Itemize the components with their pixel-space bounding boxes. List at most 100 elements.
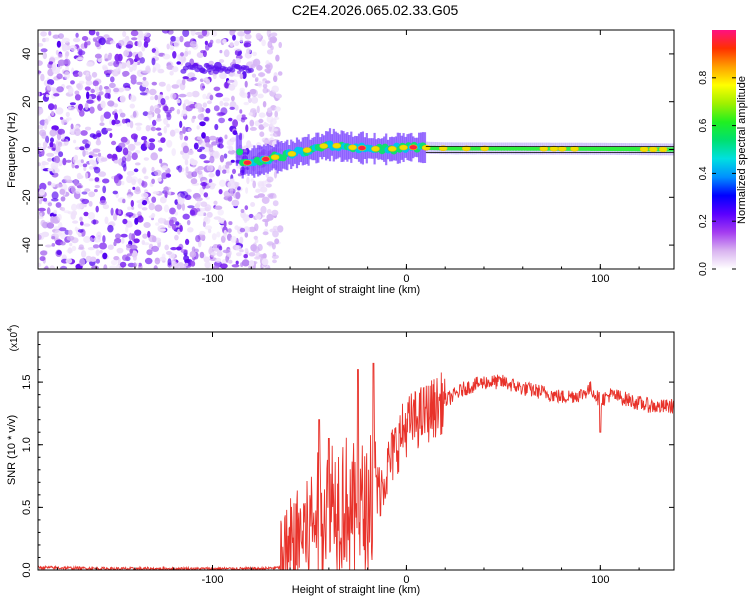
heatmap-noise-cell	[259, 131, 265, 137]
heatmap-noise-cell	[250, 202, 256, 207]
colorbar-tick-label: 0.6	[698, 118, 709, 132]
heatmap-noise-cell	[71, 245, 77, 251]
heatmap-noise-cell	[137, 211, 142, 216]
heatmap-noise-cell	[126, 253, 132, 257]
heatmap-noise-cell	[141, 167, 147, 174]
heatmap-noise-cell	[226, 169, 230, 174]
heatmap-noise-cell	[202, 93, 207, 100]
heatmap-noise-cell	[128, 232, 133, 241]
heatmap-noise-cell	[219, 263, 228, 269]
heatmap-noise-cell	[211, 141, 218, 146]
heatmap-noise-cell	[199, 186, 204, 195]
heatmap-noise-cell	[229, 106, 235, 110]
heatmap-noise-cell	[218, 59, 225, 63]
heatmap-noise-cell	[223, 153, 228, 159]
heatmap-noise-cell	[62, 157, 67, 166]
heatmap-noise-cell	[75, 32, 79, 38]
heatmap-noise-cell	[130, 133, 138, 140]
snr-xtick-label: -100	[201, 574, 223, 586]
heatmap-noise-cell	[268, 194, 275, 200]
heatmap-noise-cell	[72, 37, 81, 43]
heatmap-noise-cell	[99, 250, 103, 254]
snr-ytick-label: 0.0	[21, 562, 33, 577]
heatmap-noise-cell	[53, 226, 61, 230]
heatmap-noise-cell	[114, 53, 120, 62]
heatmap-noise-cell	[96, 31, 100, 37]
heatmap-noise-cell	[56, 40, 62, 48]
heatmap-noise-cell	[272, 131, 280, 138]
heatmap-noise-cell	[135, 150, 141, 154]
heatmap-noise-cell	[152, 69, 156, 73]
heatmap-noise-cell	[150, 126, 156, 132]
heatmap-noise-cell	[266, 213, 274, 221]
heatmap-noise-cell	[258, 118, 264, 124]
heatmap-noise-cell	[147, 230, 151, 238]
heatmap-noise-cell	[201, 132, 206, 139]
heatmap-noise-cell	[115, 66, 121, 72]
heatmap-noise-cell	[272, 252, 277, 257]
heatmap-noise-cell	[102, 66, 108, 71]
heatmap-peak-cell	[302, 147, 312, 153]
heatmap-noise-cell	[217, 138, 222, 143]
heatmap-noise-cell	[74, 226, 78, 232]
heatmap-noise-cell	[157, 68, 165, 74]
heatmap-noise-cell	[262, 139, 271, 143]
heatmap-noise-cell	[113, 159, 120, 164]
heatmap-noise-cell	[176, 61, 181, 65]
heatmap-noise-cell	[59, 188, 66, 195]
heatmap-noise-cell	[118, 142, 126, 148]
heatmap-noise-cell	[92, 80, 99, 87]
heatmap-noise-cell	[257, 182, 265, 189]
heatmap-noise-cell	[107, 244, 114, 250]
heatmap-noise-cell	[202, 77, 209, 81]
heatmap-noise-cell	[112, 190, 119, 195]
heatmap-peak-cell	[399, 144, 408, 151]
heatmap-noise-cell	[56, 73, 63, 80]
heatmap-noise-cell	[242, 214, 250, 222]
heatmap-noise-cell	[268, 33, 272, 42]
heatmap-noise-cell	[105, 73, 111, 78]
heatmap-noise-cell	[87, 247, 95, 251]
heatmap-noise-cell	[126, 122, 131, 127]
heatmap-noise-cell	[154, 169, 162, 177]
heatmap-noise-cell	[143, 242, 150, 246]
heatmap-noise-cell	[186, 91, 193, 98]
heatmap-noise-cell	[132, 186, 136, 190]
heatmap-noise-cell	[134, 58, 138, 62]
heatmap-noise-cell	[58, 227, 67, 232]
heatmap-peak-cell	[270, 154, 280, 160]
heatmap-noise-cell	[72, 220, 79, 224]
heatmap-noise-cell	[95, 258, 101, 264]
heatmap-noise-cell	[67, 247, 73, 254]
snr-scale-exp: 4	[7, 328, 14, 332]
heatmap-noise-cell	[39, 256, 46, 262]
heatmap-noise-cell	[184, 259, 191, 263]
heatmap-noise-cell	[68, 86, 74, 95]
heatmap-noise-cell	[132, 63, 137, 71]
heatmap-noise-cell	[219, 179, 226, 187]
heatmap-noise-cell	[52, 67, 61, 74]
heatmap-noise-cell	[51, 191, 59, 200]
heatmap-noise-cell	[176, 246, 182, 251]
heatmap-peak-cell	[557, 145, 567, 152]
heatmap-noise-cell	[49, 141, 54, 148]
heatmap-noise-cell	[231, 95, 235, 102]
heatmap-noise-cell	[78, 103, 83, 111]
heatmap-noise-cell	[54, 229, 62, 237]
heatmap-noise-cell	[81, 198, 90, 204]
heatmap-noise-cell	[147, 113, 153, 119]
colorbar-tick-label: 0.0	[698, 262, 709, 276]
heatmap-peak-cell	[357, 145, 367, 151]
heatmap-noise-cell	[84, 102, 89, 111]
heatmap-noise-cell	[38, 91, 41, 97]
heatmap-noise-cell	[223, 220, 227, 228]
heatmap-noise-cell	[121, 237, 125, 244]
heatmap-noise-cell	[77, 71, 83, 78]
heatmap-noise-cell	[105, 40, 109, 45]
heatmap-noise-cell	[69, 242, 73, 247]
heatmap-noise-cell	[184, 262, 189, 266]
heatmap-noise-cell	[125, 226, 129, 233]
heatmap-noise-cell	[216, 250, 223, 257]
heatmap-noise-cell	[161, 172, 168, 180]
heatmap-noise-cell	[187, 205, 195, 209]
